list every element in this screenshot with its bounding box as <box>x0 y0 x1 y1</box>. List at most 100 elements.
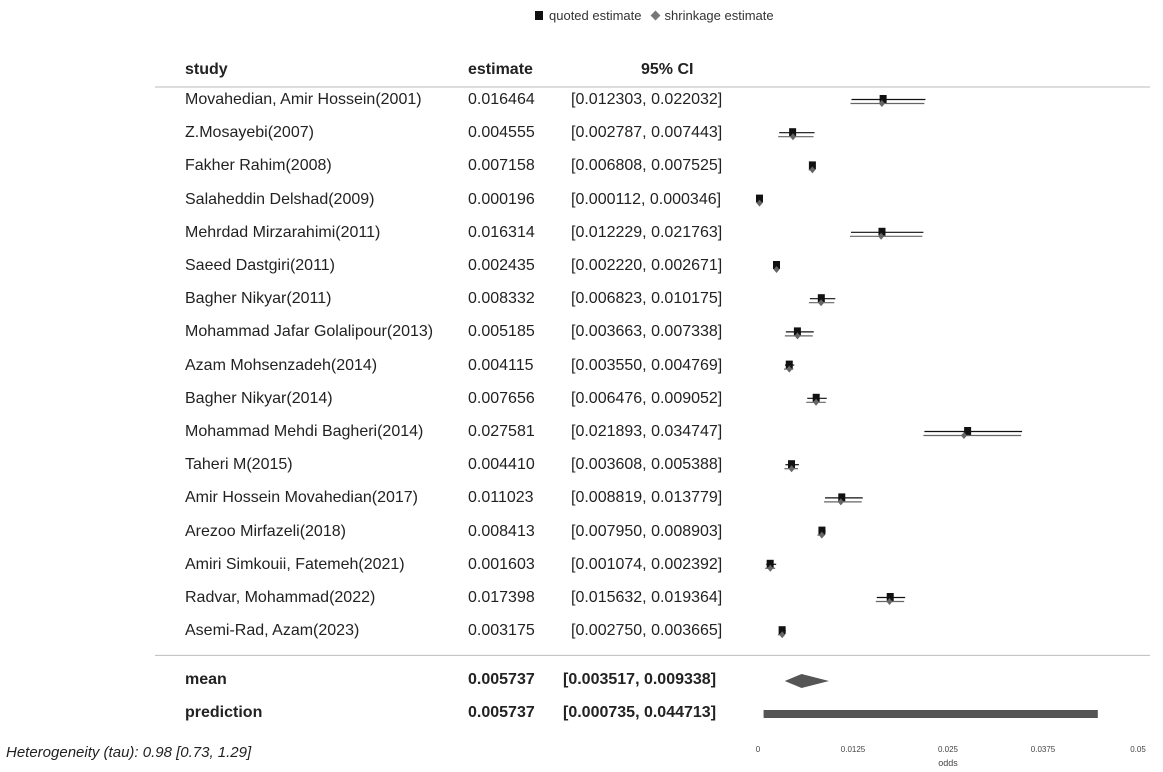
study-ci: [0.012229, 0.021763] <box>571 223 723 241</box>
quoted-estimate-square-icon <box>535 11 543 20</box>
study-name: Movahedian, Amir Hossein(2001) <box>185 91 422 108</box>
quoted-estimate-point <box>755 194 763 203</box>
study-estimate: 0.001603 <box>468 555 535 573</box>
study-estimate: 0.005185 <box>468 323 535 341</box>
quoted-estimate-point <box>793 327 801 336</box>
study-estimate: 0.004115 <box>468 356 534 374</box>
legend-quoted-label: quoted estimate <box>549 8 642 23</box>
shrinkage-estimate-point <box>878 100 885 107</box>
shrinkage-estimate-point <box>886 598 893 605</box>
mean-ci: [0.003517, 0.009338] <box>563 671 717 688</box>
legend: quoted estimate shrinkage estimate <box>535 8 774 23</box>
shrinkage-estimate-point <box>809 166 816 174</box>
study-name: Mohammad Mehdi Bagheri(2014) <box>185 423 424 440</box>
study-name: Asemi-Rad, Azam(2023) <box>185 622 360 640</box>
quoted-estimate-point <box>886 593 894 601</box>
study-ci: [0.003550, 0.004769] <box>571 356 723 374</box>
study-name: Taheri M(2015) <box>185 456 293 474</box>
mean-label: mean <box>185 671 227 688</box>
prediction-ci: [0.000735, 0.044713] <box>563 704 717 721</box>
heterogeneity-note: Heterogeneity (tau): 0.98 [0.73, 1.29] <box>6 744 252 761</box>
quoted-estimate-point <box>964 427 972 435</box>
quoted-estimate-point <box>778 626 786 635</box>
study-name: Arezoo Mirfazeli(2018) <box>185 522 346 540</box>
shrinkage-estimate-point <box>788 465 795 473</box>
shrinkage-estimate-point <box>818 531 825 539</box>
shrinkage-estimate-point <box>767 564 774 572</box>
mean-diamond <box>784 674 829 688</box>
study-name: Fakher Rahim(2008) <box>185 157 332 175</box>
study-ci: [0.006823, 0.010175] <box>571 290 723 308</box>
study-name: Saeed Dastgiri(2011) <box>185 257 336 274</box>
study-estimate: 0.004555 <box>468 124 535 142</box>
quoted-estimate-point <box>817 294 825 303</box>
study-name: Amiri Simkouii, Fatemeh(2021) <box>185 555 405 573</box>
study-ci: [0.007950, 0.008903] <box>571 522 723 540</box>
study-estimate: 0.008413 <box>468 522 535 540</box>
quoted-estimate-point <box>789 128 797 137</box>
shrinkage-estimate-point <box>837 498 844 506</box>
study-name: Bagher Nikyar(2014) <box>185 389 333 407</box>
quoted-estimate-point <box>878 227 886 236</box>
study-ci: [0.002787, 0.007443] <box>571 124 723 142</box>
study-estimate: 0.007158 <box>468 157 535 175</box>
study-name: Z.Mosayebi(2007) <box>185 124 314 142</box>
legend-shrinkage-label: shrinkage estimate <box>664 8 774 23</box>
study-name: Amir Hossein Movahedian(2017) <box>185 489 418 507</box>
quoted-estimate-point <box>808 161 816 170</box>
prediction-interval-bar <box>763 710 1098 718</box>
study-estimate: 0.002435 <box>468 257 535 274</box>
shrinkage-estimate-point <box>786 365 793 373</box>
header-study: study <box>185 61 228 78</box>
study-estimate: 0.003175 <box>468 622 535 640</box>
quoted-estimate-point <box>838 493 846 502</box>
header-ci: 95% CI <box>641 61 694 78</box>
x-tick-label: 0.05 <box>1130 745 1146 754</box>
header-estimate: estimate <box>468 61 533 78</box>
study-ci: [0.006808, 0.007525] <box>571 157 723 175</box>
quoted-estimate-point <box>812 393 820 402</box>
study-estimate: 0.017398 <box>468 589 535 606</box>
study-ci: [0.015632, 0.019364] <box>571 589 723 606</box>
study-estimate: 0.016314 <box>468 223 535 241</box>
study-ci: [0.006476, 0.009052] <box>571 389 723 407</box>
study-estimate: 0.000196 <box>468 190 535 208</box>
study-name: Mehrdad Mirzarahimi(2011) <box>185 223 381 241</box>
prediction-label: prediction <box>185 704 263 721</box>
shrinkage-estimate-point <box>794 332 801 340</box>
study-name: Salaheddin Delshad(2009) <box>185 190 375 208</box>
study-name: Radvar, Mohammad(2022) <box>185 589 376 606</box>
quoted-estimate-point <box>818 526 826 535</box>
study-name: Bagher Nikyar(2011) <box>185 290 332 308</box>
study-ci: [0.003608, 0.005388] <box>571 456 723 474</box>
quoted-estimate-point <box>788 460 796 469</box>
quoted-estimate-point <box>766 559 774 568</box>
shrinkage-estimate-point <box>779 631 786 639</box>
study-ci: [0.001074, 0.002392] <box>571 555 723 573</box>
shrinkage-estimate-point <box>878 232 885 240</box>
study-ci: [0.021893, 0.034747] <box>571 423 723 440</box>
study-estimate: 0.027581 <box>468 423 535 440</box>
prediction-estimate: 0.005737 <box>468 704 535 721</box>
study-estimate: 0.004410 <box>468 456 535 474</box>
study-ci: [0.002220, 0.002671] <box>571 257 723 274</box>
study-name: Mohammad Jafar Golalipour(2013) <box>185 323 434 341</box>
study-ci: [0.003663, 0.007338] <box>571 323 723 341</box>
study-ci: [0.012303, 0.022032] <box>571 91 723 108</box>
study-ci: [0.008819, 0.013779] <box>571 489 723 507</box>
shrinkage-estimate-point <box>789 133 796 141</box>
shrinkage-estimate-point <box>960 432 967 439</box>
quoted-estimate-point <box>879 95 887 103</box>
study-ci: [0.000112, 0.000346] <box>571 190 722 208</box>
study-estimate: 0.007656 <box>468 389 535 407</box>
study-estimate: 0.016464 <box>468 91 535 108</box>
x-tick-label: 0.0375 <box>1030 745 1056 754</box>
x-tick-label: 0.0125 <box>840 745 866 754</box>
x-tick-label: 0.025 <box>937 745 959 754</box>
x-tick-label: 0 <box>755 745 761 754</box>
study-name: Azam Mohsenzadeh(2014) <box>185 356 378 374</box>
shrinkage-estimate-point <box>813 398 820 406</box>
study-ci: [0.002750, 0.003665] <box>571 622 723 640</box>
quoted-estimate-point <box>785 360 793 369</box>
